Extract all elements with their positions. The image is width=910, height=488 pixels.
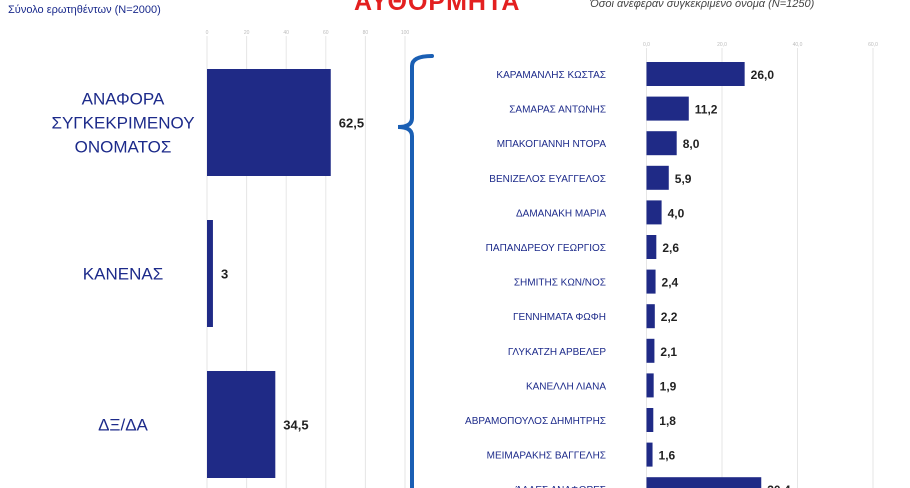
right-bar-value-label: 30,4	[767, 483, 791, 488]
left-chart-bars: 62,5 ΑΝΑΦΟΡΑ ΣΥΓΚΕΚΡΙΜΕΝΟΥ ΟΝΟΜΑΤΟΣ 3 ΚΑΝΕΝΑΣ…	[51, 69, 364, 478]
right-bar-value-label: 1,8	[659, 414, 676, 428]
right-bar-value-label: 2,6	[662, 241, 679, 255]
right-bar	[646, 62, 745, 86]
left-bar	[207, 69, 331, 176]
right-chart-bars: 26,0 ΚΑΡΑΜΑΝΛΗΣ ΚΩΣΤΑΣ 11,2 ΣΑΜΑΡΑΣ ΑΝΤΩΝΗΣ…	[465, 62, 791, 488]
right-bar	[646, 338, 655, 363]
left-bar	[207, 371, 276, 478]
right-bar-value-label: 2,4	[662, 276, 679, 290]
right-bar	[646, 96, 689, 121]
left-tick-label: 0	[206, 30, 209, 36]
right-category-label: ΓΕΝΝΗΜΑΤΑ ΦΩΦΗ	[513, 312, 606, 323]
left-chart-subtitle: Σύνολο ερωτηθέντων (Ν=2000)	[8, 4, 161, 16]
right-bar	[646, 165, 669, 190]
right-tick-label: 40,0	[793, 42, 803, 48]
left-tick-label: 20	[244, 30, 250, 36]
left-tick-label: 100	[401, 30, 410, 36]
right-bar-value-label: 1,6	[659, 449, 676, 463]
right-bar	[646, 373, 654, 398]
right-category-label: ΠΑΠΑΝΔΡΕΟΥ ΓΕΩΡΓΙΟΣ	[486, 243, 606, 254]
right-bar-value-label: 2,1	[660, 345, 677, 359]
right-tick-label: 20,0	[717, 42, 727, 48]
right-category-label: ΜΠΑΚΟΓΙΑΝΝΗ ΝΤΟΡΑ	[497, 139, 607, 150]
right-bar	[646, 408, 654, 432]
right-tick-label: 60,0	[868, 42, 878, 48]
right-bar	[646, 200, 662, 225]
right-category-label: ΚΑΡΑΜΑΝΛΗΣ ΚΩΣΤΑΣ	[496, 70, 606, 81]
right-bar-value-label: 8,0	[683, 137, 700, 151]
left-bar-value-label: 3	[221, 267, 228, 282]
right-bar-value-label: 1,9	[660, 379, 677, 393]
right-bar-value-label: 4,0	[668, 206, 685, 220]
right-bar	[646, 131, 677, 156]
right-bar-value-label: 5,9	[675, 172, 692, 186]
left-tick-label: 40	[283, 30, 289, 36]
right-bar-value-label: 2,2	[661, 310, 678, 324]
right-bar	[646, 235, 657, 259]
right-category-label: ΆΛΛΕΣ ΑΝΑΦΟΡΕΣ	[515, 485, 606, 488]
right-bar	[646, 477, 762, 488]
left-tick-label: 80	[363, 30, 369, 36]
right-category-label: ΚΑΝΕΛΛΗ ΛΙΑΝΑ	[526, 381, 606, 392]
right-tick-label: 0,0	[643, 42, 650, 48]
left-category-label: ΚΑΝΕΝΑΣ	[83, 265, 163, 284]
right-category-label: ΑΒΡΑΜΟΠΟΥΛΟΣ ΔΗΜΗΤΡΗΣ	[465, 416, 606, 427]
right-chart-subtitle: Όσοι ανέφεραν συγκεκριμένο όνομα (Ν=1250…	[590, 0, 815, 10]
left-category-label: ΣΥΓΚΕΚΡΙΜΕΝΟΥ	[51, 114, 194, 133]
brace-icon	[397, 54, 434, 488]
right-bar	[646, 304, 655, 329]
right-bar-value-label: 26,0	[751, 68, 775, 82]
left-category-label: ΑΝΑΦΟΡΑ	[82, 90, 165, 109]
left-category-label: ΟΝΟΜΑΤΟΣ	[75, 138, 172, 157]
right-category-label: ΣΗΜΙΤΗΣ ΚΩΝ/ΝΟΣ	[514, 278, 606, 289]
right-bar	[646, 269, 656, 294]
left-bar	[207, 220, 213, 327]
right-bar-value-label: 11,2	[695, 103, 718, 117]
left-bar-value-label: 34,5	[283, 418, 308, 433]
right-category-label: ΜΕΙΜΑΡΑΚΗΣ ΒΑΓΓΕΛΗΣ	[487, 451, 606, 462]
right-category-label: ΓΛΥΚΑΤΖΗ ΑΡΒΕΛΕΡ	[508, 347, 606, 358]
left-category-label: ΔΞ/ΔΑ	[98, 416, 148, 435]
page-title: ΑΥΘΟΡΜΗΤΑ	[354, 0, 521, 16]
right-category-label: ΒΕΝΙΖΕΛΟΣ ΕΥΑΓΓΕΛΟΣ	[489, 174, 606, 185]
left-bar-value-label: 62,5	[339, 116, 364, 131]
right-bar	[646, 442, 653, 467]
right-category-label: ΣΑΜΑΡΑΣ ΑΝΤΩΝΗΣ	[509, 105, 606, 116]
right-category-label: ΔΑΜΑΝΑΚΗ ΜΑΡΙΑ	[516, 208, 606, 219]
left-tick-label: 60	[323, 30, 329, 36]
